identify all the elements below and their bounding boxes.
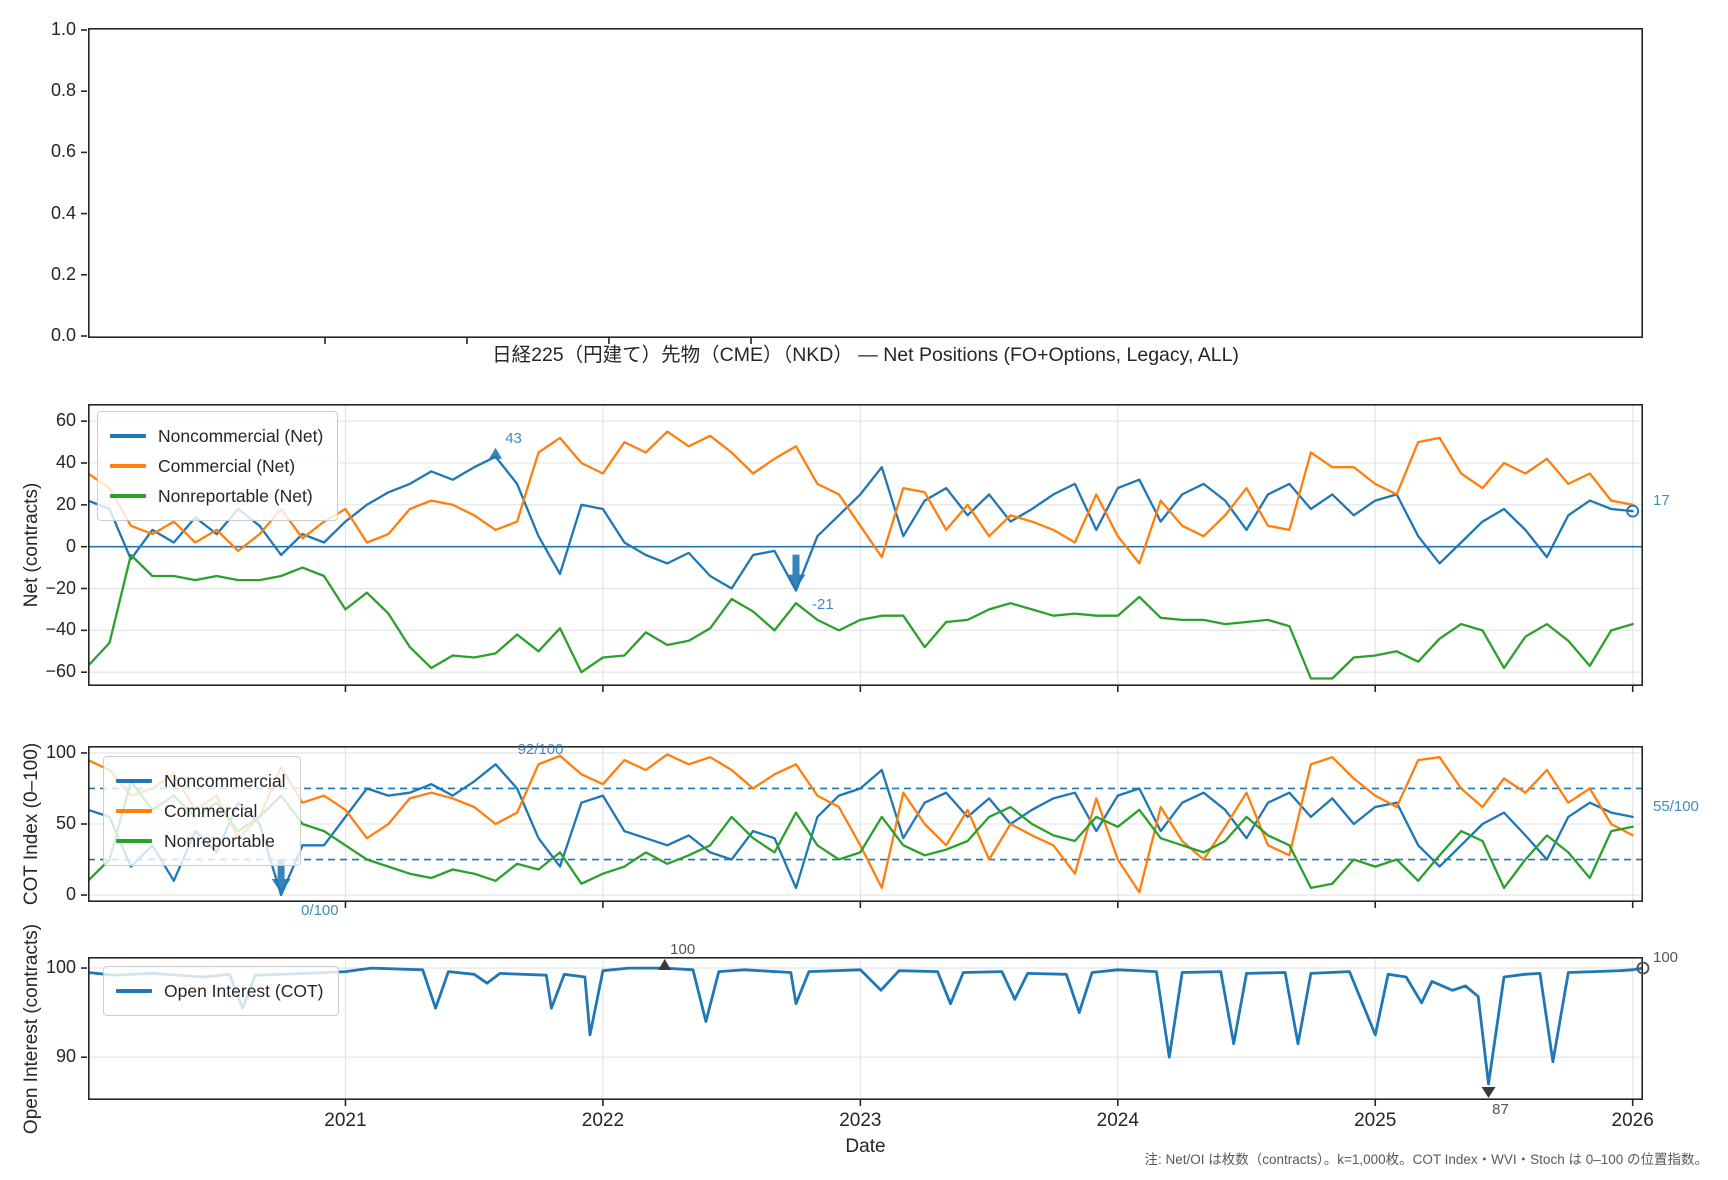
Noncommercial (Net)-line xyxy=(88,455,1634,592)
oi-annotation: 100 xyxy=(1653,949,1679,967)
legend-label: Open Interest (COT) xyxy=(164,980,324,1001)
oi-spines xyxy=(88,957,1643,1100)
net-plot-area xyxy=(88,404,1643,686)
oi-legend: Open Interest (COT) xyxy=(103,966,339,1016)
legend-item: Commercial (Net) xyxy=(110,451,323,481)
noncommercial-legend-swatch xyxy=(116,779,152,783)
oi-ytick-label: 100 xyxy=(45,957,76,978)
open_interest-legend-swatch xyxy=(116,989,152,993)
oi-annotation: 87 xyxy=(1492,1100,1509,1118)
empty-spines xyxy=(88,28,1643,338)
net-annotation: 17 xyxy=(1653,492,1670,510)
net-ytick-label: 40 xyxy=(55,451,76,472)
oi-annotation: 100 xyxy=(670,941,696,959)
oi-ytick-label: 90 xyxy=(55,1046,76,1067)
empty-ytick-label: 0.0 xyxy=(50,325,76,345)
legend-item: Open Interest (COT) xyxy=(116,976,324,1006)
net-annotation: 43 xyxy=(505,429,522,447)
net-ytick-label: 60 xyxy=(55,410,76,431)
empty-ytick-label: 0.6 xyxy=(50,141,76,162)
Commercial (Net)-line xyxy=(88,430,1634,565)
footnote-text: 注: Net/OI は枚数（contracts）。k=1,000枚。COT In… xyxy=(1144,1152,1708,1167)
open-interest-axis-label: Open Interest (contracts) xyxy=(21,923,42,1134)
legend-label: Nonreportable (Net) xyxy=(158,485,313,506)
Noncommercial-line xyxy=(88,763,1634,897)
net-ytick-label: −40 xyxy=(45,619,76,640)
net-annotation: -21 xyxy=(811,595,834,613)
net-legend: Noncommercial (Net) Commercial (Net) Nonre… xyxy=(97,411,339,521)
empty-plot-area xyxy=(88,28,1643,338)
legend-item: Noncommercial (Net) xyxy=(110,421,323,451)
legend-label: Commercial (Net) xyxy=(158,455,296,476)
cot-ytick-label: 0 xyxy=(65,884,76,905)
legend-label: Noncommercial (Net) xyxy=(158,425,324,446)
oi-panel xyxy=(88,957,1643,1100)
cot-plot-area xyxy=(88,746,1643,902)
legend-item: Noncommercial xyxy=(116,766,286,796)
net-ytick-label: 20 xyxy=(55,493,76,514)
date-axis-label: Date xyxy=(845,1136,886,1157)
empty-ytick-label: 0.4 xyxy=(50,202,76,223)
year-tick-label: 2023 xyxy=(839,1110,882,1131)
legend-item: Nonreportable (Net) xyxy=(110,481,323,511)
net-panel xyxy=(88,404,1643,686)
commercial-legend-swatch xyxy=(110,464,146,468)
empty-panel xyxy=(88,28,1643,338)
chart-title: 日経225（円建て）先物（CME）（NKD） — Net Positions (… xyxy=(492,344,1239,366)
year-tick-label: 2021 xyxy=(324,1110,367,1131)
Nonreportable (Net)-line xyxy=(88,553,1634,680)
cot-spines xyxy=(88,746,1643,902)
cot-panel xyxy=(88,746,1643,902)
cot-annotation: 92/100 xyxy=(517,741,564,759)
cot-ytick-label: 50 xyxy=(55,813,76,833)
year-tick-label: 2022 xyxy=(581,1110,625,1131)
year-tick-label: 2026 xyxy=(1611,1110,1654,1131)
net-ytick-label: −20 xyxy=(45,577,76,598)
noncommercial-legend-swatch xyxy=(110,434,146,438)
net-ytick-label: −60 xyxy=(45,661,76,682)
year-tick-label: 2025 xyxy=(1354,1110,1397,1131)
empty-ytick-label: 0.2 xyxy=(50,263,76,284)
nonreportable-legend-swatch xyxy=(110,494,146,498)
commercial-legend-swatch xyxy=(116,809,152,813)
Open Interest (COT)-line xyxy=(88,966,1643,1086)
legend-label: Nonreportable xyxy=(164,830,275,851)
empty-ytick-label: 0.8 xyxy=(50,80,76,101)
legend-item: Nonreportable xyxy=(116,826,286,856)
Commercial-line xyxy=(88,753,1634,894)
legend-label: Noncommercial xyxy=(164,770,286,791)
empty-ytick-label: 1.0 xyxy=(50,18,76,39)
oi-plot-area xyxy=(88,957,1643,1100)
net-spines xyxy=(88,404,1643,686)
net-ytick-label: 0 xyxy=(65,535,76,556)
cot-annotation: 55/100 xyxy=(1653,797,1699,815)
year-tick-label: 2024 xyxy=(1096,1110,1139,1131)
legend-label: Commercial xyxy=(164,800,258,821)
legend-item: Commercial xyxy=(116,796,286,826)
nonreportable-legend-swatch xyxy=(116,839,152,843)
cot-ytick-label: 100 xyxy=(45,741,76,762)
Nonreportable-line xyxy=(88,780,1634,890)
cot-legend: Noncommercial Commercial Nonreportable xyxy=(103,756,301,866)
cot-annotation: 0/100 xyxy=(301,902,339,920)
